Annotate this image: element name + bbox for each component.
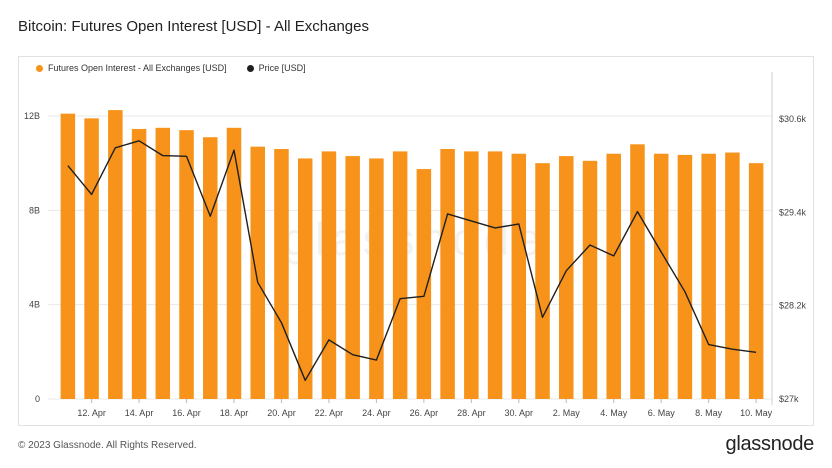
legend-item-open-interest[interactable]: Futures Open Interest - All Exchanges [U… — [36, 63, 227, 73]
bar-8-may — [701, 153, 716, 399]
bar-16-apr — [179, 130, 194, 399]
y-right-tick-label-3: $30.6k — [779, 114, 807, 124]
bar-25-apr — [392, 151, 408, 399]
legend-item-price[interactable]: Price [USD] — [246, 63, 306, 73]
bar-29-apr — [487, 151, 503, 399]
bar-28-apr — [464, 151, 479, 399]
bar-4-may — [606, 153, 621, 399]
bar-27-apr — [440, 149, 455, 399]
bar-6-may — [653, 153, 669, 399]
bar-22-apr — [321, 151, 337, 399]
x-tick-label-0: 12. Apr — [77, 408, 106, 418]
legend-label-open-interest: Futures Open Interest - All Exchanges [U… — [48, 63, 227, 73]
chart-legend: Futures Open Interest - All Exchanges [U… — [36, 63, 306, 73]
bar-1-may — [535, 163, 550, 399]
bar-11-apr — [60, 113, 76, 400]
y-right-tick-label-0: $27k — [779, 394, 799, 404]
y-axis-right: $27k $28.2k $29.4k $30.6k — [771, 72, 807, 405]
bar-24-apr — [369, 158, 384, 399]
bar-14-apr — [131, 128, 147, 400]
x-tick-label-4: 20. Apr — [267, 408, 296, 418]
y-left-tick-label-1: 4B — [29, 300, 40, 310]
x-tick-label-3: 18. Apr — [220, 408, 249, 418]
x-tick-label-13: 8. May — [695, 408, 723, 418]
y-left-tick-label-3: 12B — [24, 111, 40, 121]
x-tick-label-9: 30. Apr — [505, 408, 534, 418]
bar-7-may — [677, 154, 693, 399]
bar-21-apr — [297, 158, 313, 399]
bar-10-may — [748, 163, 764, 399]
x-tick-label-8: 28. Apr — [457, 408, 486, 418]
x-tick-label-1: 14. Apr — [125, 408, 154, 418]
chart-panel — [18, 56, 814, 426]
x-tick-label-2: 16. Apr — [172, 408, 201, 418]
x-tick-label-7: 26. Apr — [410, 408, 439, 418]
x-tick-label-12: 6. May — [648, 408, 676, 418]
bar-3-may — [582, 160, 598, 399]
bar-15-apr — [155, 127, 171, 400]
bar-12-apr — [84, 118, 99, 399]
legend-label-price: Price [USD] — [258, 63, 306, 73]
x-tick-label-14: 10. May — [740, 408, 773, 418]
brand-logo: glassnode — [725, 433, 815, 455]
y-right-tick-label-1: $28.2k — [779, 301, 807, 311]
copyright-text: © 2023 Glassnode. All Rights Reserved. — [18, 440, 197, 451]
x-tick-label-10: 2. May — [553, 408, 581, 418]
bar-13-apr — [108, 110, 123, 400]
bar-2-may — [559, 156, 574, 399]
chart-title: Bitcoin: Futures Open Interest [USD] - A… — [18, 18, 369, 35]
legend-swatch-open-interest — [36, 64, 43, 72]
bar-20-apr — [274, 149, 289, 399]
x-tick-label-6: 24. Apr — [362, 408, 391, 418]
y-left-tick-label-0: 0 — [35, 394, 40, 404]
x-tick-label-11: 4. May — [600, 408, 628, 418]
bar-19-apr — [250, 146, 265, 399]
y-left-tick-label-2: 8B — [29, 205, 40, 215]
x-axis: 12. Apr 14. Apr 16. Apr 18. Apr 20. Apr 22. A… — [77, 399, 773, 418]
line-series — [67, 140, 757, 381]
y-axis-left: 0 4B 8B 12B — [24, 111, 40, 404]
x-tick-label-5: 22. Apr — [315, 408, 344, 418]
y-right-tick-label-2: $29.4k — [779, 207, 807, 217]
price-line — [67, 140, 757, 381]
bar-9-may — [725, 152, 740, 399]
bar-5-may — [630, 144, 645, 399]
bar-17-apr — [203, 137, 218, 399]
bar-23-apr — [345, 156, 360, 399]
bar-26-apr — [416, 169, 432, 399]
bar-30-apr — [511, 153, 527, 399]
legend-swatch-price — [246, 64, 254, 72]
bar-18-apr — [226, 127, 242, 400]
